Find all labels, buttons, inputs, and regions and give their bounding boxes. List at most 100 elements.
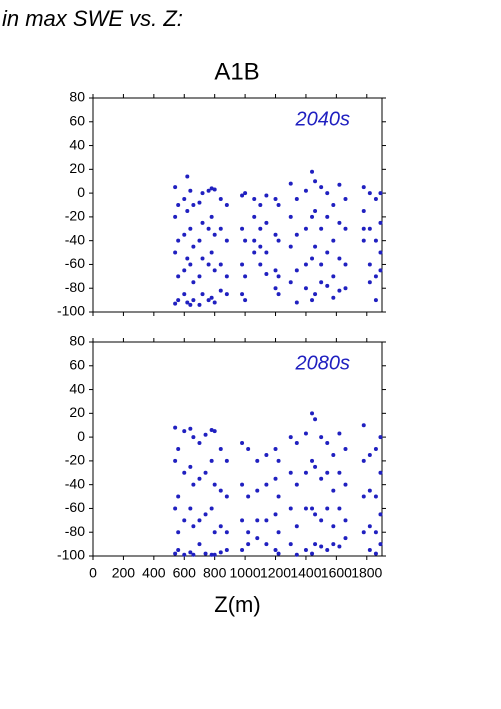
point — [191, 524, 196, 529]
point — [276, 458, 281, 463]
y-tick-label: -40 — [65, 231, 85, 247]
point — [264, 220, 269, 225]
y-tick-label: 80 — [69, 333, 85, 349]
point — [343, 536, 348, 541]
point — [313, 464, 318, 469]
x-tick-label: 200 — [112, 565, 136, 581]
point — [319, 435, 324, 440]
point — [373, 274, 378, 279]
point — [203, 551, 208, 556]
point — [313, 292, 318, 297]
point — [173, 551, 178, 556]
point — [378, 268, 383, 273]
point — [188, 302, 193, 307]
point — [276, 203, 281, 207]
point — [212, 429, 217, 434]
point — [294, 552, 299, 557]
point — [337, 182, 342, 187]
point — [310, 214, 315, 219]
point — [258, 203, 263, 207]
point — [325, 506, 330, 511]
point — [224, 548, 229, 553]
point — [367, 488, 372, 493]
point — [361, 208, 366, 213]
point — [197, 238, 202, 243]
point — [197, 200, 202, 205]
point — [373, 551, 378, 556]
point — [337, 544, 342, 549]
point — [240, 548, 245, 553]
point — [337, 470, 342, 475]
point — [264, 250, 269, 255]
annotation: 2080s — [295, 352, 351, 374]
point — [206, 262, 211, 267]
point — [294, 482, 299, 487]
y-tick-label: -80 — [65, 523, 85, 539]
point — [191, 280, 196, 285]
point — [337, 431, 342, 436]
point — [264, 482, 269, 487]
point — [303, 286, 308, 291]
point — [273, 476, 278, 481]
point — [325, 214, 330, 219]
point — [294, 524, 299, 529]
point — [206, 188, 211, 193]
point — [182, 197, 187, 202]
point — [276, 530, 281, 535]
point — [319, 280, 324, 285]
point — [203, 432, 208, 437]
point — [288, 280, 293, 285]
point — [212, 530, 217, 535]
point — [294, 268, 299, 273]
point — [176, 494, 181, 499]
y-tick-label: 60 — [69, 356, 85, 372]
point — [252, 250, 257, 255]
point — [188, 226, 193, 231]
point — [319, 185, 324, 190]
point — [313, 512, 318, 517]
point — [252, 214, 257, 219]
point — [367, 262, 372, 267]
point — [240, 226, 245, 231]
point — [176, 298, 181, 303]
point — [264, 518, 269, 523]
point — [197, 302, 202, 307]
point — [218, 524, 223, 529]
point — [373, 447, 378, 451]
point — [212, 268, 217, 273]
y-tick-label: 40 — [69, 380, 85, 396]
point — [212, 482, 217, 487]
point — [367, 524, 372, 529]
point — [191, 244, 196, 249]
point — [197, 274, 202, 279]
point — [173, 458, 178, 463]
point — [224, 458, 229, 463]
point — [218, 288, 223, 293]
point — [182, 470, 187, 475]
point — [288, 435, 293, 440]
point — [246, 530, 251, 535]
point — [331, 452, 336, 457]
point — [182, 268, 187, 273]
point — [313, 417, 318, 422]
point — [288, 542, 293, 547]
point — [255, 458, 260, 463]
x-tick-label: 1400 — [290, 565, 321, 581]
point — [310, 506, 315, 511]
point — [361, 185, 366, 190]
point — [212, 187, 217, 192]
point — [176, 274, 181, 279]
point — [212, 300, 217, 305]
point — [343, 262, 348, 267]
point — [337, 256, 342, 261]
point — [319, 476, 324, 481]
point — [224, 274, 229, 279]
point — [209, 506, 214, 511]
point — [288, 470, 293, 475]
point — [224, 494, 229, 499]
point — [331, 274, 336, 279]
point — [343, 518, 348, 523]
point — [378, 470, 383, 475]
point — [255, 518, 260, 523]
